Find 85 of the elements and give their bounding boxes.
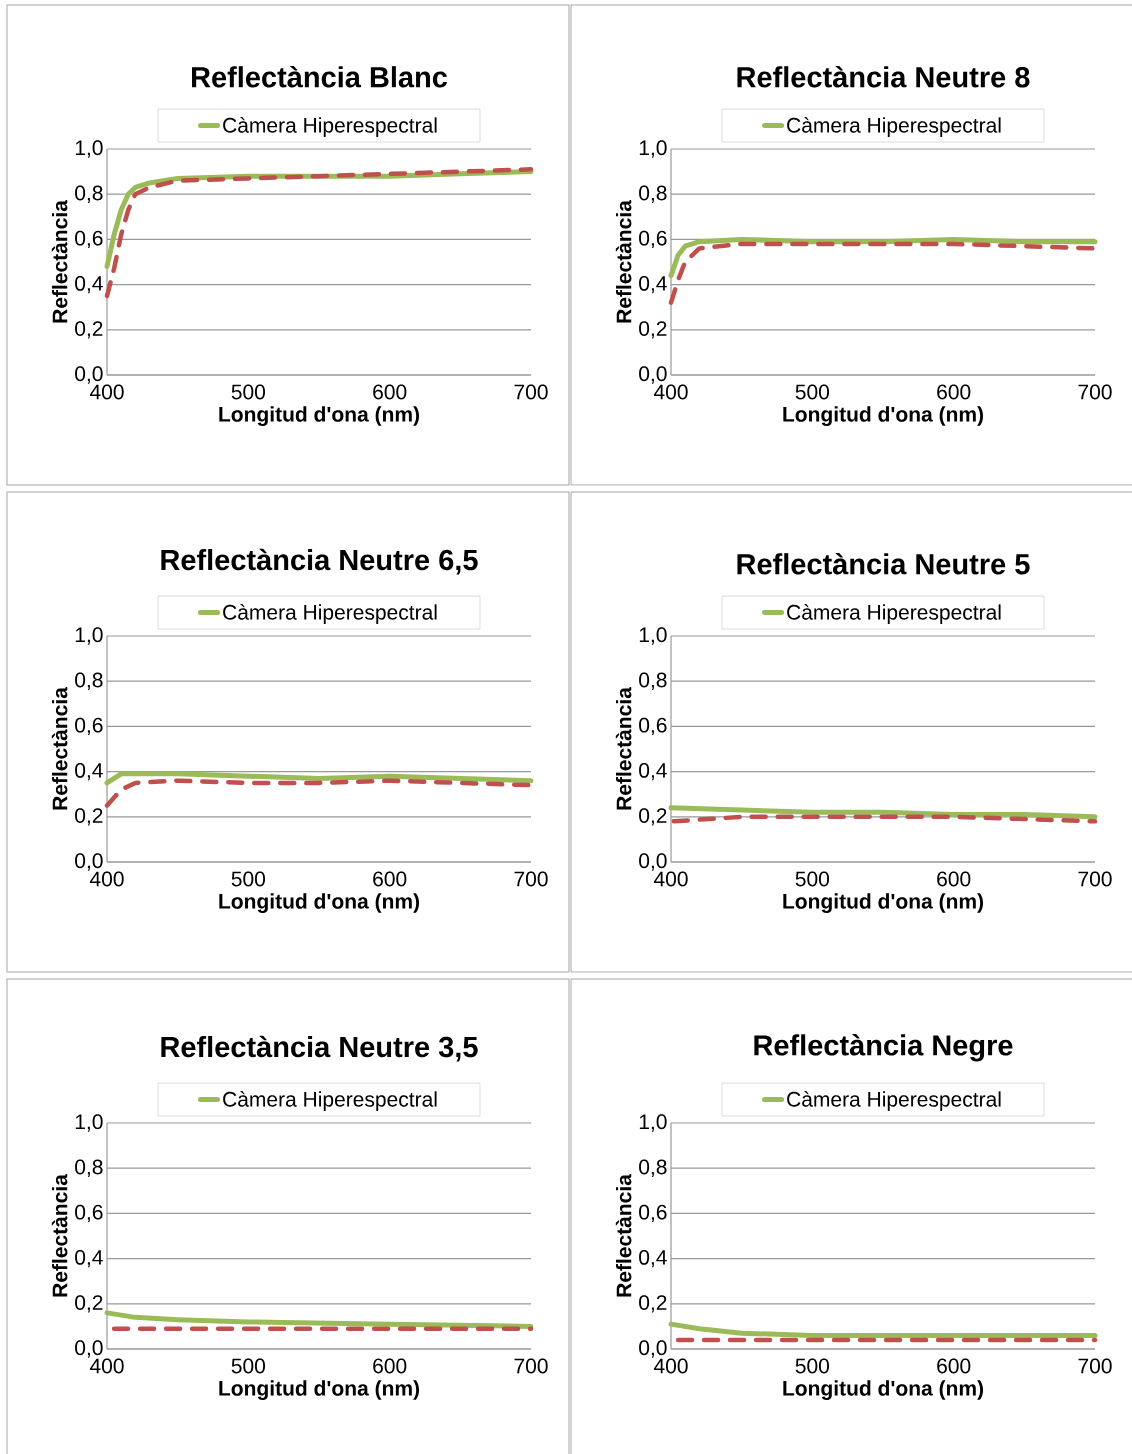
y-tick-label: 0,2 <box>75 321 103 339</box>
legend-label: Càmera Hiperespectral <box>223 117 437 137</box>
y-tick-label: 0,0 <box>639 366 667 384</box>
y-axis-title: Reflectància <box>615 200 632 323</box>
x-tick-label: 600 <box>373 871 407 887</box>
y-tick-label: 0,2 <box>75 1295 103 1313</box>
x-tick-label: 400 <box>89 1358 124 1374</box>
chart-title: Reflectància Blanc <box>192 65 448 88</box>
y-tick-label: 0,8 <box>75 1159 103 1177</box>
x-axis-title: Longitud d'ona (nm) <box>219 893 420 913</box>
x-tick-label: 500 <box>795 1358 830 1374</box>
x-tick-label: 700 <box>514 384 548 400</box>
y-tick-label: 0,8 <box>75 185 103 203</box>
y-tick-label: 1,0 <box>639 1114 667 1132</box>
chart-title: Reflectància Negre <box>754 1034 1013 1062</box>
y-tick-label: 1,0 <box>639 627 667 645</box>
x-axis-title: Longitud d'ona (nm) <box>219 406 420 426</box>
y-tick-label: 1,0 <box>75 140 103 158</box>
x-axis-title: Longitud d'ona (nm) <box>783 406 984 426</box>
legend-label: Càmera Hiperespectral <box>787 1091 1001 1111</box>
y-tick-label: 0,6 <box>639 717 667 736</box>
x-tick-label: 500 <box>231 871 266 887</box>
y-tick-label: 0,4 <box>639 275 667 294</box>
x-tick-label: 400 <box>89 871 124 887</box>
y-tick-label: 0,2 <box>639 808 667 826</box>
x-tick-label: 400 <box>653 384 688 400</box>
y-tick-label: 0,4 <box>639 1249 667 1268</box>
y-tick-label: 0,8 <box>639 672 667 690</box>
y-axis-title: Reflectància <box>51 687 68 810</box>
chart-title: Reflectància Neutre 5 <box>737 552 1030 575</box>
x-tick-label: 700 <box>1078 384 1112 400</box>
x-tick-label: 400 <box>653 1358 688 1374</box>
y-tick-label: 0,8 <box>75 672 103 690</box>
x-tick-label: 400 <box>89 384 124 400</box>
legend-label: Càmera Hiperespectral <box>787 117 1001 137</box>
y-tick-label: 0,8 <box>639 185 667 203</box>
legend-label: Càmera Hiperespectral <box>223 604 437 624</box>
y-tick-label: 0,4 <box>75 762 103 781</box>
legend-label: Càmera Hiperespectral <box>223 1091 437 1111</box>
y-tick-label: 0,4 <box>75 275 103 294</box>
x-tick-label: 700 <box>514 1358 548 1374</box>
y-tick-label: 0,0 <box>75 366 103 384</box>
y-tick-label: 0,6 <box>639 1204 667 1223</box>
x-tick-label: 600 <box>373 384 407 400</box>
x-tick-label: 600 <box>373 1358 407 1374</box>
x-tick-label: 600 <box>937 1358 971 1374</box>
x-axis-title: Longitud d'ona (nm) <box>783 893 984 913</box>
y-tick-label: 0,8 <box>639 1159 667 1177</box>
x-tick-label: 400 <box>653 871 688 887</box>
x-tick-label: 600 <box>937 384 971 400</box>
y-tick-label: 1,0 <box>639 140 667 158</box>
y-tick-label: 0,2 <box>639 321 667 339</box>
y-tick-label: 0,2 <box>639 1295 667 1313</box>
y-tick-label: 0,6 <box>639 230 667 249</box>
chart-title: Reflectància Neutre 3,5 <box>161 1035 478 1062</box>
y-tick-label: 0,4 <box>639 762 667 781</box>
line-series <box>104 167 534 299</box>
y-tick-label: 0,0 <box>75 1340 103 1358</box>
y-axis-title: Reflectància <box>51 1174 68 1297</box>
y-tick-label: 0,0 <box>639 853 667 871</box>
x-tick-label: 700 <box>514 871 548 887</box>
y-tick-label: 0,4 <box>75 1249 103 1268</box>
y-tick-label: 0,6 <box>75 230 103 249</box>
chart-title: Reflectància Neutre 6,5 <box>161 548 478 575</box>
x-tick-label: 700 <box>1078 1358 1112 1374</box>
chart-title: Reflectància Neutre 8 <box>737 65 1030 88</box>
y-tick-label: 0,0 <box>639 1340 667 1358</box>
x-tick-label: 500 <box>795 384 830 400</box>
y-tick-label: 1,0 <box>75 1114 103 1132</box>
y-tick-label: 1,0 <box>75 627 103 645</box>
x-tick-label: 500 <box>231 1358 266 1374</box>
x-axis-title: Longitud d'ona (nm) <box>783 1380 984 1400</box>
x-tick-label: 500 <box>231 384 266 400</box>
x-tick-label: 700 <box>1078 871 1112 887</box>
x-tick-label: 500 <box>795 871 830 887</box>
y-tick-label: 0,6 <box>75 717 103 736</box>
y-tick-label: 0,2 <box>75 808 103 826</box>
y-tick-label: 0,6 <box>75 1204 103 1223</box>
y-axis-title: Reflectància <box>615 687 632 810</box>
legend-label: Càmera Hiperespectral <box>787 604 1001 624</box>
y-axis-title: Reflectància <box>615 1174 632 1297</box>
x-tick-label: 600 <box>937 871 971 887</box>
y-tick-label: 0,0 <box>75 853 103 871</box>
x-axis-title: Longitud d'ona (nm) <box>219 1380 420 1400</box>
y-axis-title: Reflectància <box>51 200 68 323</box>
